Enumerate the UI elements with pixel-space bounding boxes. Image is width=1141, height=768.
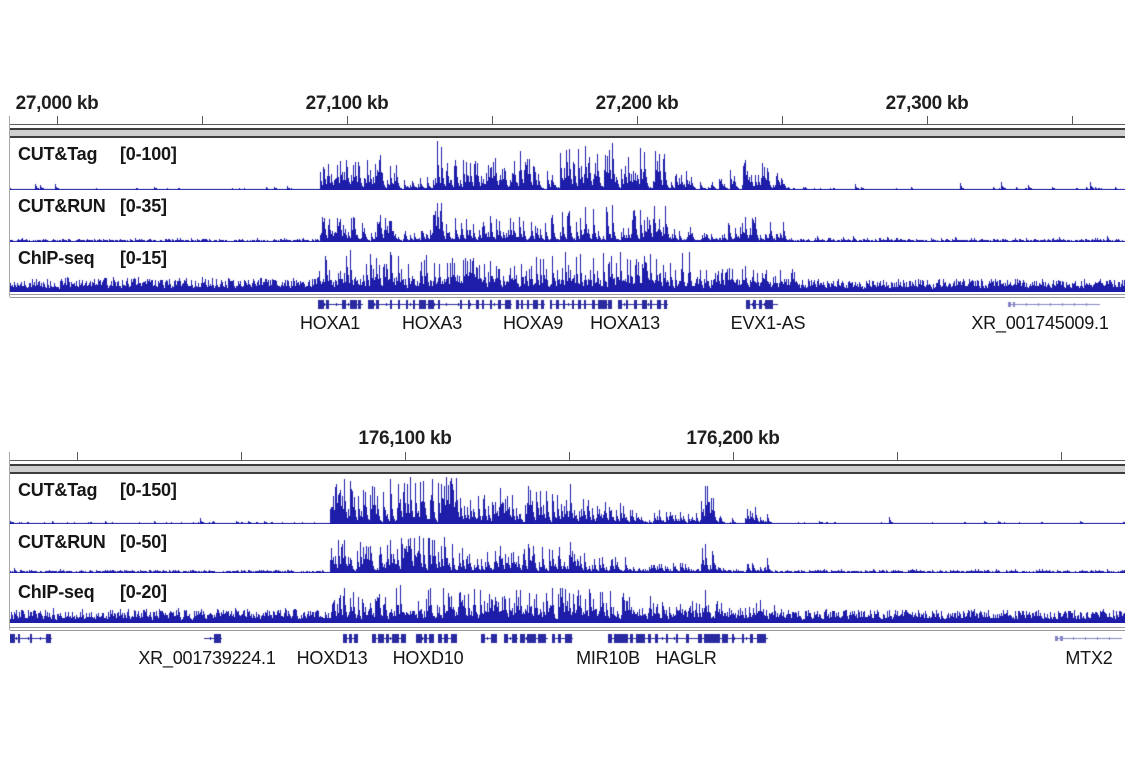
ruler-tick-mark (927, 116, 928, 124)
gene-label-haglr: HAGLR (655, 648, 717, 668)
ruler-coordinate-label: 176,100 kb (358, 428, 452, 449)
gene-track-separator (10, 297, 1125, 298)
ruler-coordinate-label: 176,200 kb (686, 428, 780, 449)
ruler-tick-mark (202, 116, 203, 124)
ruler-tick-mark (405, 452, 406, 460)
locus-separator-bar (10, 464, 1125, 474)
ruler-tick-mark (347, 116, 348, 124)
panel-left-border (9, 116, 10, 297)
gene-track-separator (10, 630, 1125, 631)
ruler-tick-mark (1072, 116, 1073, 124)
ruler-axis-line[interactable] (10, 460, 1125, 461)
gene-label-xr-001745009-1: XR_001745009.1 (971, 313, 1109, 333)
signal-canvas-cut-tag-hoxd-locus[interactable] (10, 476, 1125, 524)
ruler-tick-mark (1061, 452, 1062, 460)
ruler-tick-mark (637, 116, 638, 124)
ruler-tick-mark (492, 116, 493, 124)
gene-label-mir10b: MIR10B (576, 648, 640, 668)
gene-label-hoxd10: HOXD10 (392, 648, 464, 668)
ruler-coordinate-label: 27,200 kb (595, 93, 679, 114)
ruler-tick-mark (569, 452, 570, 460)
ruler-tick-mark (782, 116, 783, 124)
signal-canvas-cut-run-hoxd-locus[interactable] (10, 528, 1125, 573)
gene-label-hoxa9: HOXA9 (502, 313, 564, 333)
gene-label-xr-001739224-1: XR_001739224.1 (138, 648, 276, 668)
signal-canvas-cut-tag-hoxa-locus[interactable] (10, 140, 1125, 190)
ruler-tick-mark (241, 452, 242, 460)
gene-label-mtx2: MTX2 (1065, 648, 1113, 668)
gene-label-hoxd13: HOXD13 (296, 648, 368, 668)
gene-label-hoxa13: HOXA13 (590, 313, 660, 333)
gene-track-separator (10, 294, 1125, 295)
panel-left-border (9, 452, 10, 630)
ruler-coordinate-label: 27,000 kb (15, 93, 99, 114)
ruler-tick-mark (733, 452, 734, 460)
ruler-coordinate-label: 27,100 kb (305, 93, 389, 114)
gene-label-evx1-as: EVX1-AS (730, 313, 806, 333)
ruler-axis-line[interactable] (10, 124, 1125, 125)
signal-canvas-chip-seq-hoxa-locus[interactable] (10, 244, 1125, 292)
ruler-tick-mark (57, 116, 58, 124)
ruler-tick-mark (897, 452, 898, 460)
ruler-tick-mark (77, 452, 78, 460)
gene-label-hoxa3: HOXA3 (401, 313, 463, 333)
ruler-coordinate-label: 27,300 kb (885, 93, 969, 114)
gene-annotation-canvas-hoxd-locus[interactable] (10, 632, 1125, 646)
signal-canvas-cut-run-hoxa-locus[interactable] (10, 192, 1125, 242)
gene-label-hoxa1: HOXA1 (299, 313, 361, 333)
gene-annotation-canvas-hoxa-locus[interactable] (10, 298, 1125, 312)
locus-separator-bar (10, 128, 1125, 138)
signal-canvas-chip-seq-hoxd-locus[interactable] (10, 578, 1125, 623)
gene-track-separator (10, 627, 1125, 628)
